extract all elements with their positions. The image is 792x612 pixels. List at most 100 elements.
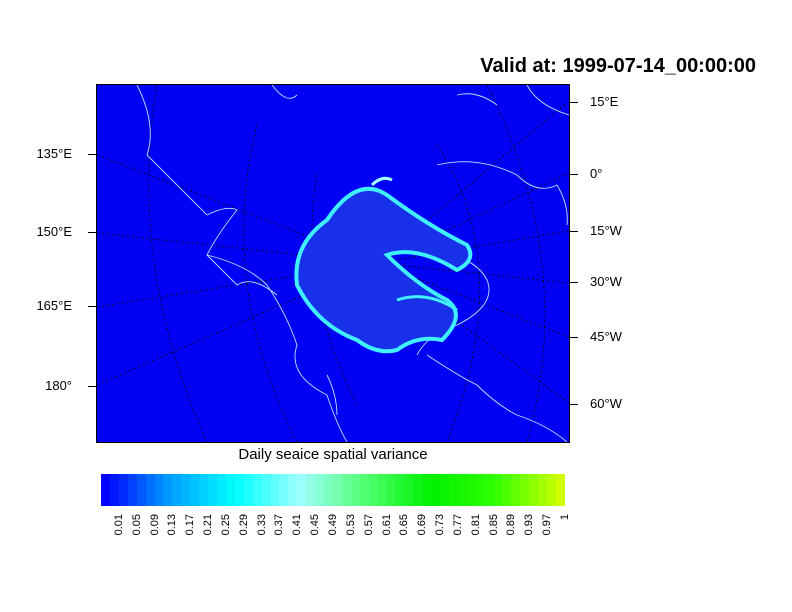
colorbar-box <box>279 474 289 506</box>
colorbar-tick-label: 1 <box>559 514 571 521</box>
colorbar-box <box>261 474 271 506</box>
colorbar-box <box>350 474 360 506</box>
right-tick <box>570 337 578 338</box>
colorbar-tick-label: 0.05 <box>130 514 143 536</box>
colorbar-box <box>475 474 485 506</box>
colorbar-tick-label: 0.69 <box>416 514 429 536</box>
sea-ice-variance-field <box>294 176 473 354</box>
colorbar-box <box>252 474 262 506</box>
lon-label-right: 0° <box>590 166 603 181</box>
colorbar-box <box>163 474 173 506</box>
colorbar-box <box>538 474 548 506</box>
colorbar-box <box>127 474 137 506</box>
colorbar-tick-label: 0.41 <box>291 514 304 536</box>
left-tick <box>88 386 96 387</box>
colorbar-tick-label: 0.45 <box>309 514 322 536</box>
colorbar-tick-label: 0.29 <box>237 514 250 536</box>
colorbar-tick-label: 0.33 <box>255 514 268 536</box>
right-tick <box>570 404 578 405</box>
colorbar-box <box>386 474 396 506</box>
colorbar-tick-label: 0.37 <box>273 514 286 536</box>
colorbar-box <box>422 474 432 506</box>
colorbar-box <box>243 474 253 506</box>
colorbar-box <box>306 474 316 506</box>
colorbar-tick-label: 0.61 <box>380 514 393 536</box>
colorbar-box <box>332 474 342 506</box>
colorbar-box <box>145 474 155 506</box>
colorbar-box <box>199 474 209 506</box>
colorbar-box <box>413 474 423 506</box>
colorbar-box <box>190 474 200 506</box>
lon-label-left: 180° <box>45 378 72 393</box>
colorbar-box <box>502 474 512 506</box>
colorbar-box <box>270 474 280 506</box>
left-tick <box>88 306 96 307</box>
colorbar-box <box>529 474 539 506</box>
colorbar-box <box>359 474 369 506</box>
colorbar-box <box>448 474 458 506</box>
right-tick <box>570 102 578 103</box>
colorbar-box <box>225 474 235 506</box>
left-tick <box>88 154 96 155</box>
colorbar-box <box>484 474 494 506</box>
colorbar-box <box>216 474 226 506</box>
colorbar-box <box>172 474 182 506</box>
right-tick <box>570 174 578 175</box>
colorbar-tick-label: 0.65 <box>398 514 411 536</box>
colorbar-title: Daily seaice spatial variance <box>238 446 428 463</box>
colorbar-box <box>154 474 164 506</box>
colorbar-box <box>457 474 467 506</box>
colorbar-box <box>466 474 476 506</box>
colorbar-tick-label: 0.09 <box>148 514 161 536</box>
colorbar-tick-label: 0.89 <box>505 514 518 536</box>
colorbar-tick-label: 0.13 <box>166 514 179 536</box>
lon-label-right: 60°W <box>590 396 622 411</box>
colorbar-box <box>511 474 521 506</box>
colorbar-box <box>101 474 110 506</box>
colorbar-box <box>431 474 441 506</box>
lon-label-right: 30°W <box>590 274 622 289</box>
right-tick <box>570 231 578 232</box>
colorbar-box <box>315 474 325 506</box>
colorbar-tick-label: 0.77 <box>451 514 464 536</box>
colorbar-tick-label: 0.17 <box>184 514 197 536</box>
colorbar-tick-label: 0.25 <box>219 514 232 536</box>
colorbar-box <box>288 474 298 506</box>
lon-label-right: 15°W <box>590 223 622 238</box>
map-panel <box>96 84 570 443</box>
lon-label-left: 135°E <box>36 146 72 161</box>
colorbar-tick-label: 0.85 <box>487 514 500 536</box>
colorbar-tick-label: 0.73 <box>434 514 447 536</box>
plot-title: Valid at: 1999-07-14_00:00:00 <box>480 55 756 77</box>
colorbar-box <box>341 474 351 506</box>
colorbar-box <box>181 474 191 506</box>
colorbar-box <box>493 474 503 506</box>
left-tick <box>88 232 96 233</box>
lon-label-right: 15°E <box>590 94 619 109</box>
lon-label-left: 150°E <box>36 224 72 239</box>
map-canvas <box>96 84 570 443</box>
lon-label-right: 45°W <box>590 329 622 344</box>
right-tick <box>570 282 578 283</box>
colorbar-box <box>368 474 378 506</box>
colorbar-box <box>404 474 414 506</box>
colorbar-box <box>440 474 449 506</box>
lon-label-left: 165°E <box>36 298 72 313</box>
colorbar-box <box>118 474 128 506</box>
colorbar-box <box>395 474 405 506</box>
colorbar-tick-label: 0.97 <box>541 514 554 536</box>
colorbar-box <box>136 474 146 506</box>
colorbar-tick-label: 0.01 <box>112 514 125 536</box>
colorbar-tick-label: 0.21 <box>202 514 215 536</box>
colorbar-tick-label: 0.53 <box>344 514 357 536</box>
colorbar-box <box>109 474 119 506</box>
colorbar-box <box>208 474 217 506</box>
colorbar-box <box>324 474 333 506</box>
colorbar-box <box>556 474 565 506</box>
colorbar-tick-label: 0.57 <box>362 514 375 536</box>
colorbar-box <box>234 474 244 506</box>
colorbar-tick-label: 0.81 <box>469 514 482 536</box>
colorbar-tick-label: 0.49 <box>327 514 339 536</box>
colorbar-box <box>547 474 557 506</box>
